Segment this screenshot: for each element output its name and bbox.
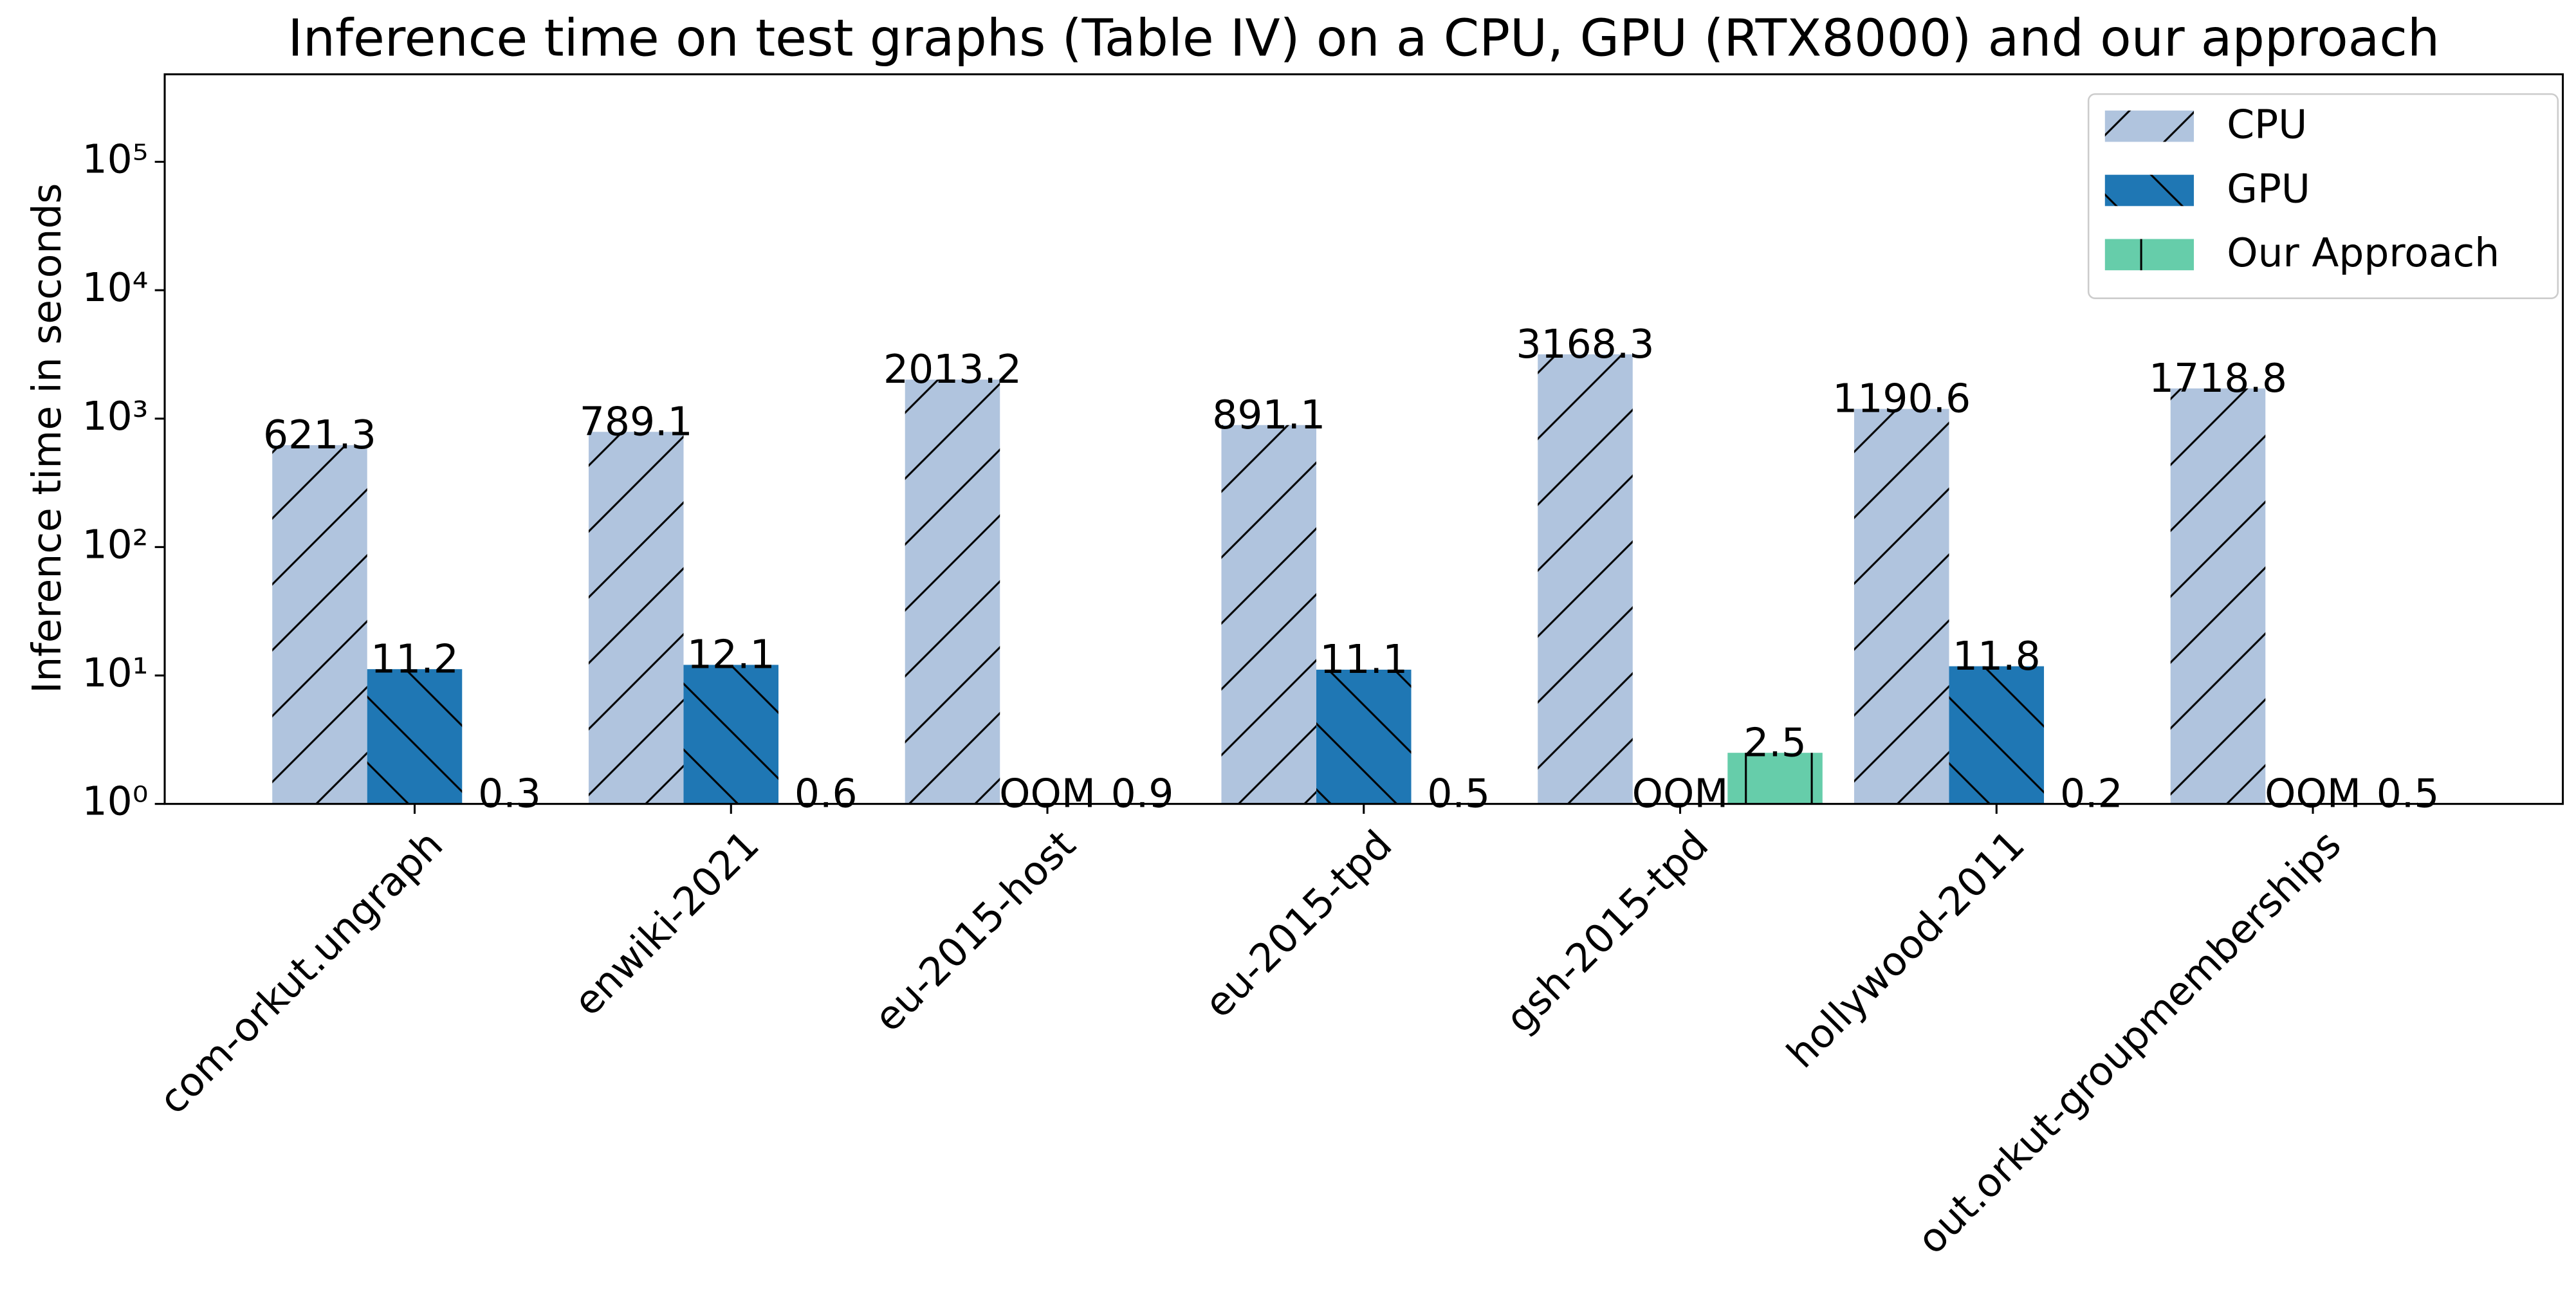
plot-area [272,354,2456,804]
bar [1316,669,1412,804]
value-label: 0.5 [1427,771,1490,817]
value-label: OOM [2265,771,2361,817]
legend-swatch [2104,110,2194,142]
value-label: 891.1 [1212,392,1325,438]
value-label: 11.8 [1953,634,2041,679]
value-label: OOM [999,771,1096,817]
x-tick-label: eu-2015-tpd [1196,822,1401,1027]
y-tick-label: 10⁴ [82,265,149,311]
value-label: 11.2 [371,636,459,682]
legend-label: CPU [2227,102,2307,148]
value-label: 621.3 [263,412,376,458]
y-tick-label: 10⁰ [82,779,149,825]
bar [367,669,463,804]
bar [1949,666,2045,804]
y-tick-label: 10⁵ [82,137,149,183]
bar [2170,388,2266,804]
x-tick-label: enwiki-2021 [565,822,768,1025]
legend-swatch [2104,174,2194,207]
bar [683,665,779,804]
bar [2044,803,2139,804]
bar [1727,753,1823,804]
x-tick-label: gsh-2015-tpd [1497,822,1717,1042]
bar [1221,425,1317,804]
bar [588,432,684,804]
value-label: 789.1 [580,399,693,445]
x-tick-label: hollywood-2011 [1778,822,2034,1078]
y-tick-label: 10³ [82,394,149,439]
chart-title: Inference time on test graphs (Table IV)… [288,8,2440,68]
value-label: 1718.8 [2149,356,2287,401]
value-label: 2013.2 [883,347,1022,392]
legend-box [2087,93,2559,299]
y-tick-label: 10² [82,522,149,567]
value-label: 2.5 [1743,720,1807,766]
y-axis-label: Inference time in seconds [24,183,70,693]
value-label: 12.1 [687,632,775,678]
value-label: 0.3 [478,771,541,817]
bar [1854,409,1949,804]
value-label: 3168.3 [1516,322,1655,367]
value-label: 11.1 [1320,637,1408,683]
bar [272,445,367,804]
value-label: 0.9 [1111,771,1174,817]
legend-label: Our Approach [2227,230,2499,276]
value-label: 0.2 [2060,771,2123,817]
value-label: 0.5 [2377,771,2440,817]
x-tick-label: eu-2015-host [865,822,1084,1041]
legend-swatch [2104,239,2194,271]
value-label: OOM [1632,771,1729,817]
value-label: 1190.6 [1832,376,1971,422]
legend-label: GPU [2227,166,2310,212]
x-tick-label: com-orkut.ungraph [151,822,452,1123]
value-label: 0.6 [795,771,858,817]
y-tick-label: 10¹ [82,650,149,696]
bar [1538,354,1633,804]
bar [905,380,1000,804]
